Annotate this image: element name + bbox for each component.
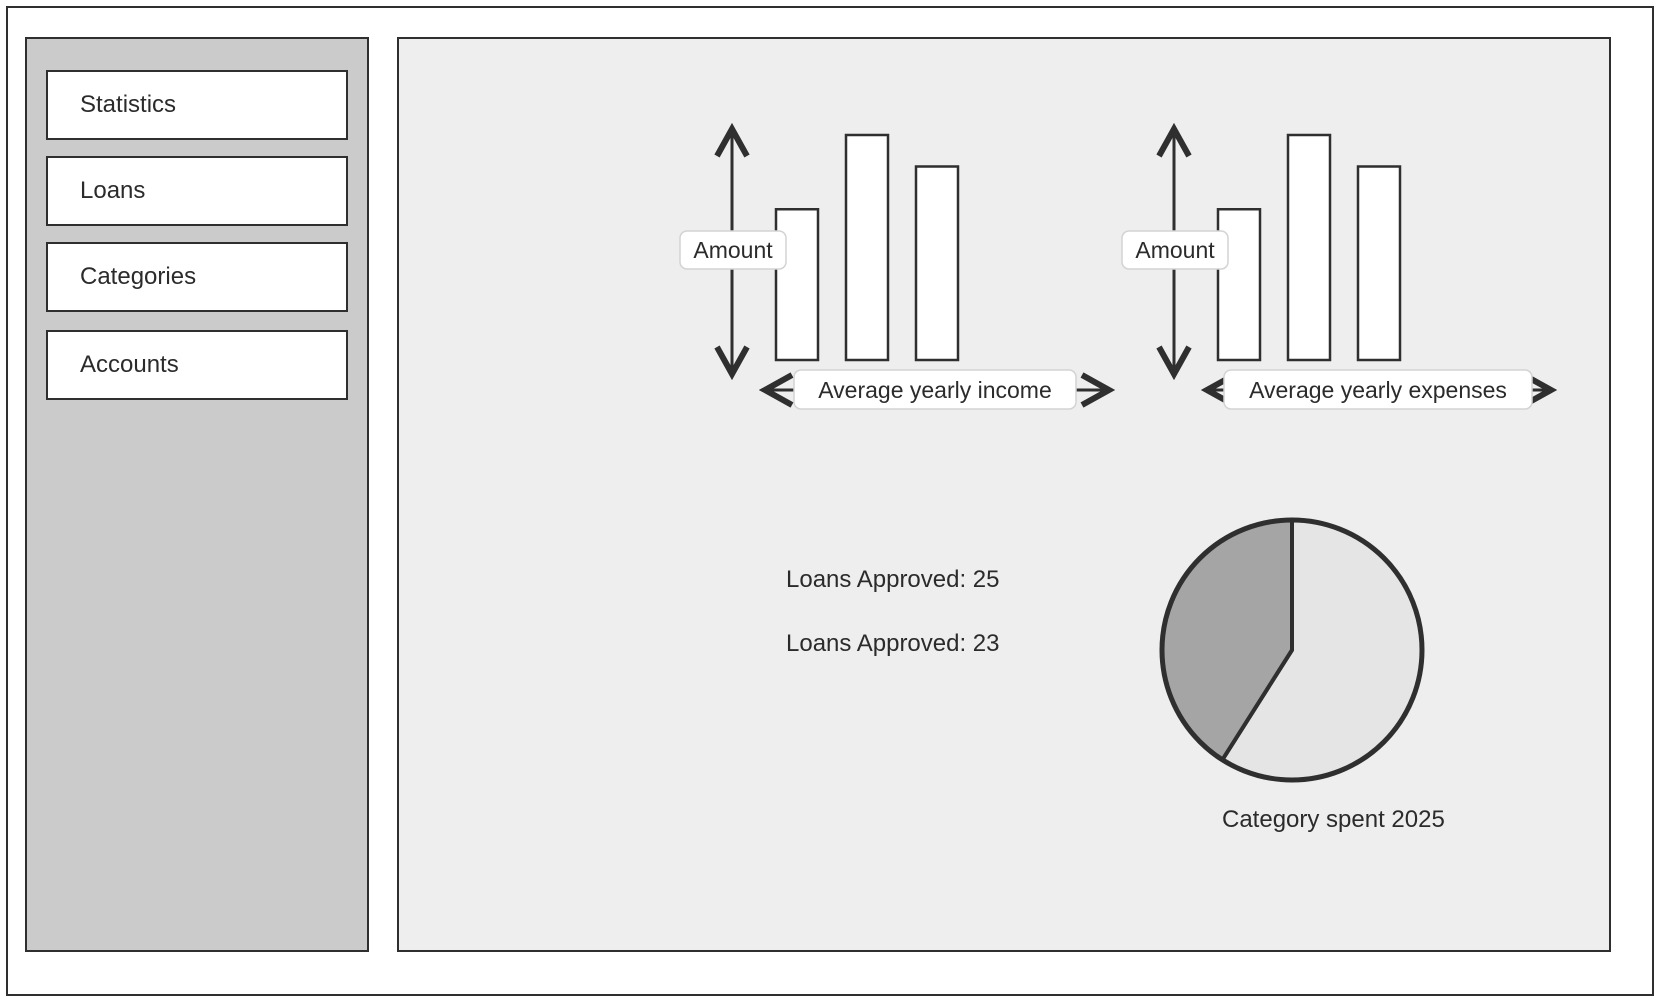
loans-approved-stat-2: Loans Approved: 23 [786,630,1000,657]
x-axis-label-box [793,369,1077,410]
y-axis-label-box [1121,230,1229,270]
sidebar-item-accounts[interactable]: Accounts [46,330,348,400]
pie-outline [1159,517,1425,783]
sidebar: Statistics Loans Categories Accounts [25,37,369,952]
sidebar-item-loans[interactable]: Loans [46,156,348,226]
main-panel: Amount Average yearly income Amount Aver… [397,37,1611,952]
bar-3 [914,165,960,362]
sidebar-item-categories[interactable]: Categories [46,242,348,312]
bar-2 [844,133,890,362]
category-pie-chart [1159,517,1425,783]
x-axis-label: Average yearly income [818,377,1052,403]
y-axis-label: Amount [1135,237,1215,263]
x-axis-label: Average yearly expenses [1249,377,1507,403]
sidebar-item-statistics[interactable]: Statistics [46,70,348,140]
y-axis-label-box [679,230,787,270]
y-axis-label: Amount [693,237,773,263]
expenses-bar-chart: Amount Average yearly expenses [1121,129,1551,410]
bar-3 [1356,165,1402,362]
bar-2 [1286,133,1332,362]
x-axis-label-box [1223,369,1533,410]
pie-chart-caption: Category spent 2025 [1222,806,1445,833]
loans-approved-stat: Loans Approved: 25 [786,566,1000,593]
charts-canvas: Amount Average yearly income Amount Aver… [679,39,1613,783]
income-bar-chart: Amount Average yearly income [679,129,1109,410]
